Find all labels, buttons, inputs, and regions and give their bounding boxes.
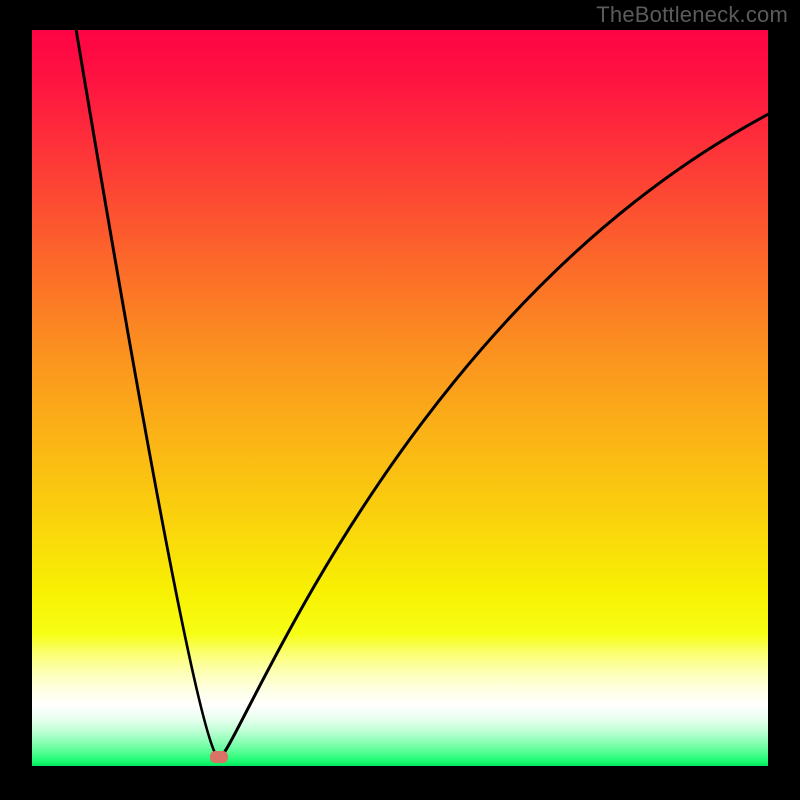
v-curve: [32, 30, 768, 770]
watermark-text: TheBottleneck.com: [596, 2, 788, 28]
curve-path: [76, 30, 768, 759]
vertex-marker: [210, 751, 228, 763]
outer-frame: TheBottleneck.com: [0, 0, 800, 800]
plot-area: [32, 30, 768, 770]
